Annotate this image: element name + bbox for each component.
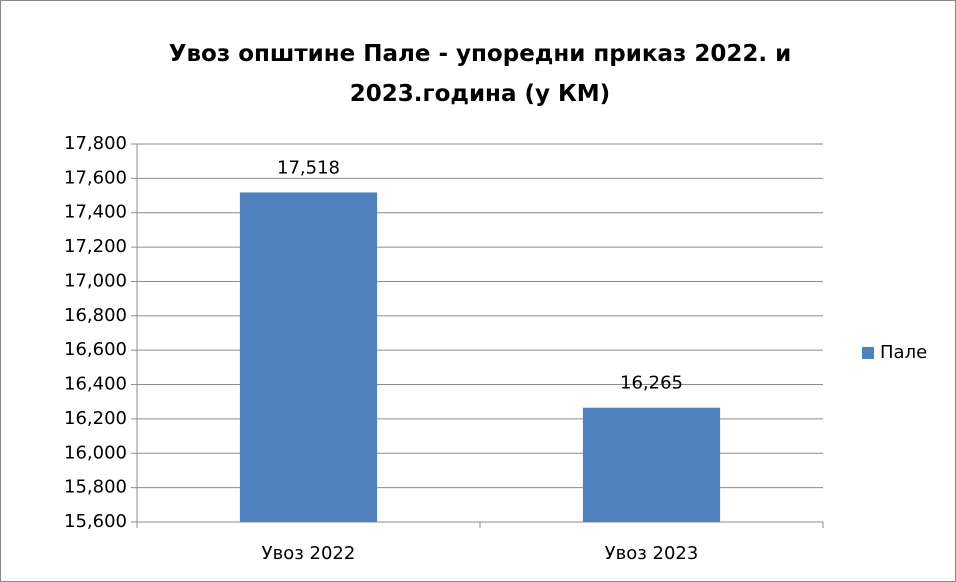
bar — [239, 192, 378, 522]
y-tick-label: 17,600 — [64, 167, 127, 188]
y-tick-label: 17,000 — [64, 270, 127, 291]
y-tick-label: 17,400 — [64, 202, 127, 223]
x-tick-label: Увоз 2022 — [262, 543, 356, 564]
legend-label: Пале — [880, 342, 927, 363]
data-label: 16,265 — [620, 373, 683, 394]
bar — [582, 407, 721, 522]
y-tick-label: 15,800 — [64, 477, 127, 498]
legend-swatch — [862, 347, 874, 359]
y-tick-label: 16,200 — [64, 408, 127, 429]
y-tick-label: 16,000 — [64, 442, 127, 463]
y-tick-label: 16,600 — [64, 339, 127, 360]
chart-title: Увоз општине Пале - упоредни приказ 2022… — [168, 41, 792, 107]
data-label: 17,518 — [277, 157, 340, 178]
y-tick-label: 16,800 — [64, 305, 127, 326]
y-tick-label: 17,200 — [64, 236, 127, 257]
y-tick-label: 16,400 — [64, 374, 127, 395]
y-tick-label: 15,600 — [64, 511, 127, 532]
y-tick-label: 17,800 — [64, 133, 127, 154]
x-tick-label: Увоз 2023 — [605, 543, 699, 564]
